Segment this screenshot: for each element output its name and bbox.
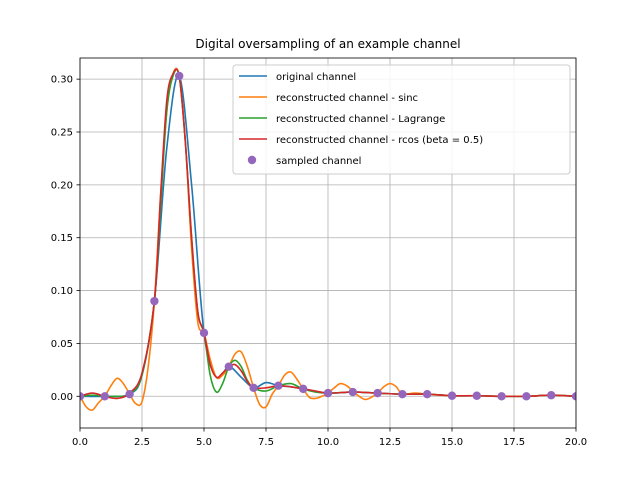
sample-point [199, 328, 209, 338]
legend: original channel reconstructed channel - … [232, 64, 571, 175]
y-axis: 0.00 0.05 0.10 0.15 0.20 0.25 0.30 [51, 75, 80, 403]
series-5 [80, 71, 576, 401]
legend-label: original channel [276, 72, 356, 83]
sample-point [150, 296, 159, 306]
legend-label: reconstructed channel - Lagrange [276, 114, 445, 125]
sample-point [522, 392, 531, 401]
sample-point [571, 392, 576, 401]
y-tick-label: 0.25 [51, 128, 73, 139]
series-line [80, 67, 576, 411]
sample-point [224, 362, 233, 371]
sample-point [299, 384, 308, 394]
sample-point [497, 392, 506, 401]
x-tick-label: 15.0 [441, 437, 463, 448]
sample-point [447, 391, 457, 400]
sample-point [100, 392, 110, 401]
legend-label: sampled channel [276, 156, 361, 167]
sample-point [398, 389, 407, 399]
x-tick-label: 12.5 [379, 437, 401, 448]
legend-marker [247, 155, 257, 165]
y-tick-label: 0.20 [51, 180, 73, 191]
y-tick-label: 0.00 [51, 392, 73, 403]
y-tick-label: 0.30 [51, 75, 73, 86]
x-tick-label: 7.5 [258, 437, 274, 448]
x-tick-label: 10.0 [317, 437, 339, 448]
legend-label: reconstructed channel - rcos (beta = 0.5… [276, 135, 483, 146]
sample-point [373, 388, 382, 398]
x-tick-label: 2.5 [134, 437, 150, 448]
sample-point [249, 383, 258, 393]
sample-point [547, 391, 556, 400]
sample-point [348, 387, 357, 397]
legend-label: reconstructed channel - sinc [276, 93, 418, 104]
y-tick-label: 0.10 [51, 286, 73, 297]
x-tick-label: 0.0 [72, 437, 88, 448]
y-tick-label: 0.15 [51, 233, 73, 244]
x-tick-label: 17.5 [503, 437, 525, 448]
x-tick-label: 20.0 [565, 437, 587, 448]
sample-point [423, 389, 432, 399]
legend-box [232, 64, 571, 175]
series-layer [80, 67, 576, 411]
series-2 [80, 67, 576, 411]
sample-point [323, 388, 333, 398]
sample-point [80, 392, 85, 401]
x-axis: 0.0 2.5 5.0 7.5 10.0 12.5 15.0 17.5 20.0 [72, 428, 587, 448]
sample-point [175, 71, 184, 81]
sample-point [472, 391, 481, 400]
sample-point [125, 389, 134, 399]
y-tick-label: 0.05 [51, 339, 73, 350]
x-tick-label: 5.0 [196, 437, 212, 448]
sample-point [274, 381, 283, 390]
chart-title: Digital oversampling of an example chann… [195, 37, 460, 51]
